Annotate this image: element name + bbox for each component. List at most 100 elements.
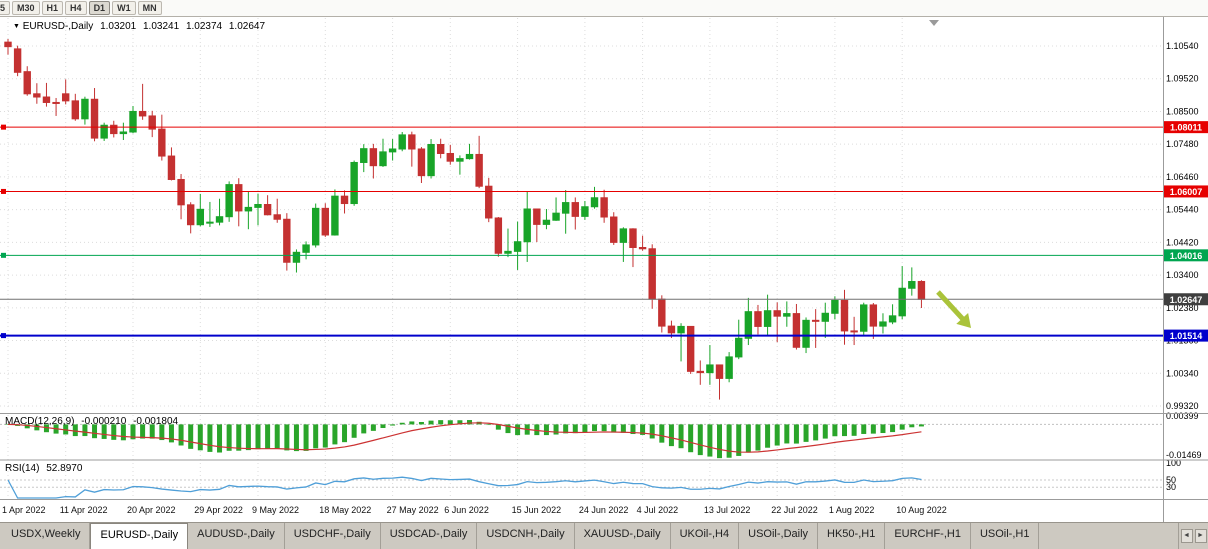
tab-usoil-h1[interactable]: USOil-,H1: [971, 523, 1040, 549]
candle-body: [744, 311, 753, 339]
tab-scroll-left-icon[interactable]: ◄: [1180, 529, 1193, 543]
candle-body: [254, 204, 262, 208]
macd-bar: [755, 424, 761, 451]
price-level-tag-label: 1.08011: [1170, 123, 1202, 133]
tab-scroll-right-icon[interactable]: ►: [1194, 529, 1207, 543]
macd-bar: [697, 424, 703, 456]
ohlc-marker-icon: ▼: [13, 23, 20, 30]
chart-area[interactable]: 1.10540 1.09520 1.08500 1.07480 1.06460 1.054…: [0, 17, 1208, 522]
macd-bar: [515, 424, 521, 436]
timeframe-button-h4[interactable]: H4: [65, 1, 87, 15]
candle-body: [590, 197, 599, 208]
tab-ukoil-h4[interactable]: UKOil-,H4: [671, 523, 740, 549]
candle-body: [475, 153, 483, 187]
macd-bar: [870, 424, 876, 434]
macd-bar: [803, 424, 809, 442]
tab-usoil-daily[interactable]: USOil-,Daily: [739, 523, 819, 549]
macd-bar: [197, 424, 203, 451]
tab-xauusd-daily[interactable]: XAUUSD-,Daily: [575, 523, 671, 549]
candle-body: [850, 330, 858, 333]
candle-body: [763, 310, 772, 327]
candle-body: [148, 115, 156, 130]
price-label: 1.06460: [1166, 172, 1199, 182]
tab-usdx-weekly[interactable]: USDX,Weekly: [2, 523, 91, 549]
macd-bar: [899, 424, 905, 430]
macd-bar: [322, 424, 328, 448]
macd-bar: [592, 424, 598, 432]
timeframe-button-m30[interactable]: M30: [12, 1, 40, 15]
candle-body: [244, 206, 253, 212]
macd-bar: [563, 424, 569, 434]
tab-hk50-h1[interactable]: HK50-,H1: [818, 523, 886, 549]
candle-body: [110, 124, 118, 135]
macd-bar: [438, 420, 444, 425]
price-label: 1.00340: [1166, 368, 1199, 378]
timeframe-button-w1[interactable]: W1: [112, 1, 136, 15]
candle-body: [100, 124, 108, 139]
line-handle[interactable]: [1, 333, 6, 339]
candle-body: [186, 204, 195, 226]
macd-bar: [784, 424, 790, 444]
macd-signal-line: [7, 422, 922, 453]
candle-body: [677, 325, 685, 334]
candle-body: [436, 144, 445, 154]
candle-body: [831, 299, 839, 314]
timeframe-button-h1[interactable]: H1: [41, 1, 64, 15]
macd-bar: [178, 424, 184, 446]
candle-body: [600, 197, 608, 218]
candle-body: [167, 155, 176, 180]
macd-bar: [236, 424, 242, 451]
macd-bar: [351, 424, 357, 438]
candles-layer: [4, 38, 926, 400]
tab-audusd-daily[interactable]: AUDUSD-,Daily: [188, 523, 285, 549]
tab-eurusd-daily[interactable]: EURUSD-,Daily: [90, 523, 189, 549]
chart-shift-marker-icon[interactable]: [929, 20, 939, 26]
line-handle[interactable]: [1, 124, 6, 130]
candle-body: [292, 251, 301, 263]
line-handle[interactable]: [1, 252, 6, 258]
macd-bar: [726, 424, 732, 458]
chart-title: ▼ EURUSD-,Daily 1.03201 1.03241 1.02374 …: [13, 21, 265, 32]
tab-usdcad-daily[interactable]: USDCAD-,Daily: [381, 523, 478, 549]
candle-body: [888, 315, 897, 323]
macd-bar: [101, 424, 107, 439]
macd-bar: [370, 424, 376, 431]
macd-bar: [505, 424, 511, 434]
candle-body: [619, 228, 628, 243]
macd-bar: [43, 424, 49, 433]
candle-body: [398, 134, 406, 150]
candle-body: [658, 298, 666, 327]
macd-bar: [342, 424, 348, 443]
price-chart-canvas[interactable]: 1.10540 1.09520 1.08500 1.07480 1.06460 1.054…: [0, 17, 1208, 522]
macd-bar: [611, 424, 617, 433]
candle-body: [494, 217, 503, 254]
tab-usdcnh-daily[interactable]: USDCNH-,Daily: [477, 523, 575, 549]
candle-body: [158, 128, 166, 157]
macd-bar: [543, 424, 549, 436]
tab-eurchf-h1[interactable]: EURCHF-,H1: [885, 523, 971, 549]
price-level-tag-label: 1.04016: [1170, 251, 1203, 261]
price-label: 0.99320: [1166, 401, 1199, 411]
price-label: 1.04420: [1166, 237, 1199, 247]
candle-body: [235, 184, 243, 212]
candle-body: [331, 195, 339, 236]
macd-bar: [842, 424, 848, 437]
candle-body: [504, 250, 512, 254]
tab-usdchf-daily[interactable]: USDCHF-,Daily: [285, 523, 381, 549]
timeframe-button-5[interactable]: 5: [0, 1, 11, 15]
price-label: 1.10540: [1166, 41, 1199, 51]
candle-body: [465, 153, 474, 160]
date-label: 10 Aug 2022: [896, 505, 947, 515]
timeframe-button-mn[interactable]: MN: [137, 1, 162, 15]
date-label: 1 Apr 2022: [2, 505, 46, 515]
price-label: 1.02380: [1166, 303, 1199, 313]
line-handle[interactable]: [1, 188, 6, 194]
macd-bar: [774, 424, 780, 446]
trend-arrow[interactable]: [936, 290, 968, 324]
timeframe-button-d1[interactable]: D1: [88, 1, 111, 15]
macd-bar: [409, 421, 415, 425]
trend-arrow-head[interactable]: [956, 313, 971, 328]
macd-name: MACD(12,26,9): [5, 416, 75, 427]
candle-body: [321, 207, 329, 236]
price-level-tag: [1164, 329, 1208, 342]
